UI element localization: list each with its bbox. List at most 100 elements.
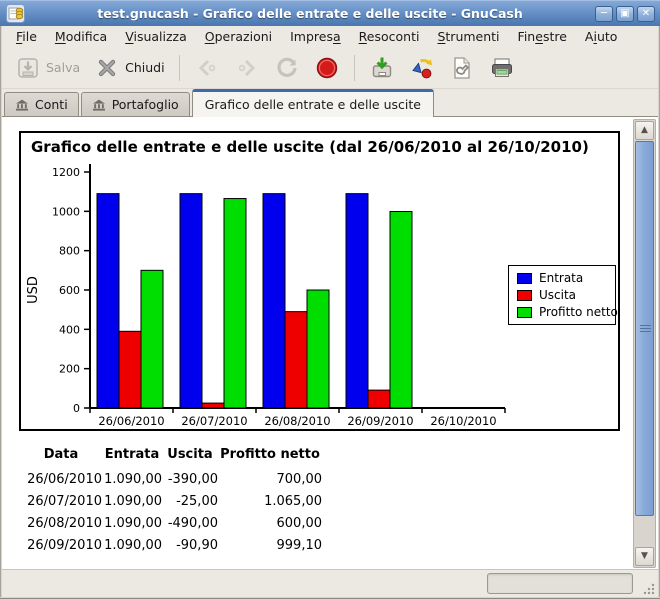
export-button[interactable] — [362, 51, 402, 85]
gnucash-app-icon — [6, 4, 25, 23]
x-tick-label: 26/08/2010 — [264, 414, 330, 428]
menu-modifica[interactable]: Modifica — [54, 29, 108, 44]
menu-finestre[interactable]: Finestre — [517, 29, 567, 44]
scroll-down-button[interactable]: ▼ — [635, 547, 654, 566]
tab-conti[interactable]: Conti — [4, 92, 79, 116]
legend-entry-uscita: Uscita — [517, 288, 615, 302]
table-cell: -490,00 — [167, 515, 218, 531]
table-cell: 700,00 — [276, 471, 323, 487]
tab-bar: Conti Portafoglio Grafico delle entrate e … — [2, 89, 658, 117]
scrollbar-grip — [640, 324, 651, 333]
table-cell: 1.090,00 — [104, 515, 162, 531]
bank-icon — [15, 99, 29, 111]
menu-bar: File Modifica Visualizza Operazioni Impresa R… — [2, 26, 658, 47]
y-tick-label: 1200 — [52, 166, 80, 179]
progress-bar — [487, 573, 633, 594]
window-frame-left — [0, 26, 2, 599]
legend-label: Entrata — [539, 271, 584, 285]
back-button — [187, 51, 227, 85]
bar-profitto-netto-26-09-2010 — [389, 211, 413, 409]
tab-label: Portafoglio — [111, 97, 179, 112]
legend-swatch — [517, 306, 532, 318]
bar-uscita-26-09-2010 — [367, 389, 391, 409]
menu-impresa[interactable]: Impresa — [290, 29, 341, 44]
stop-button[interactable] — [307, 51, 347, 85]
menu-visualizza[interactable]: Visualizza — [125, 29, 187, 44]
options-button[interactable] — [402, 51, 442, 85]
export-icon — [369, 55, 395, 81]
y-axis-label: USD — [26, 276, 41, 304]
table-cell: 600,00 — [276, 515, 323, 531]
titlebar[interactable]: test.gnucash - Grafico delle entrate e d… — [0, 0, 660, 26]
column-header-profitto-netto: Profitto netto — [220, 447, 320, 462]
print-button[interactable] — [482, 51, 522, 85]
column-header-data: Data — [43, 447, 79, 462]
y-tick-label: 200 — [59, 363, 80, 376]
reload-icon — [274, 55, 300, 81]
maximize-button[interactable]: ▣ — [616, 5, 634, 22]
toolbar-separator — [178, 54, 180, 81]
table-cell: -25,00 — [176, 493, 218, 509]
tab-grafico-delle-entrate-e-delle-uscite[interactable]: Grafico delle entrate e delle uscite — [191, 89, 434, 117]
bar-entrata-26-08-2010 — [262, 193, 286, 409]
legend-entry-entrata: Entrata — [517, 271, 615, 285]
table-cell: 999,10 — [276, 537, 323, 553]
back-icon — [194, 55, 220, 81]
column-header-uscita: Uscita — [167, 447, 213, 462]
column-header-entrata: Entrata — [104, 447, 160, 462]
legend-entry-profitto-netto: Profitto netto — [517, 305, 618, 319]
menu-file[interactable]: File — [16, 29, 37, 44]
scroll-up-button[interactable]: ▲ — [635, 121, 654, 140]
table-cell: 26/09/2010 — [27, 537, 102, 553]
table-cell: -390,00 — [167, 471, 218, 487]
report-options-button[interactable] — [442, 51, 482, 85]
forward-button — [227, 51, 267, 85]
close-button[interactable]: ✕ — [637, 5, 655, 22]
toolbar: Salva Chiudi — [2, 47, 658, 89]
menu-operazioni[interactable]: Operazioni — [204, 29, 273, 44]
toolbar-separator — [353, 54, 355, 81]
forward-icon — [234, 55, 260, 81]
scrollbar-thumb[interactable] — [635, 141, 654, 516]
table-cell: 26/07/2010 — [27, 493, 102, 509]
chart-legend: Entrata Uscita Profitto netto — [508, 265, 618, 325]
table-cell: 26/06/2010 — [27, 471, 102, 487]
y-tick-label: 600 — [59, 284, 80, 297]
bar-profitto-netto-26-07-2010 — [223, 198, 247, 409]
close-page-label: Chiudi — [125, 60, 165, 75]
tab-portafoglio[interactable]: Portafoglio — [80, 92, 190, 116]
save-icon — [15, 55, 41, 81]
y-tick-label: 0 — [73, 402, 80, 415]
chart-panel: 0 200 400 600 800 1000 1200 26/06/2010 26/07/201… — [19, 131, 620, 431]
y-tick-label: 1000 — [52, 205, 80, 218]
x-tick-label: 26/07/2010 — [181, 414, 247, 428]
close-icon — [94, 55, 120, 81]
close-page-button[interactable]: Chiudi — [87, 51, 171, 85]
table-row: 26/06/2010 1.090,00 -390,00 700,00 — [20, 468, 322, 490]
menu-resoconti[interactable]: Resoconti — [358, 29, 420, 44]
save-button: Salva — [8, 51, 87, 85]
save-label: Salva — [46, 60, 81, 75]
table-row: 26/09/2010 1.090,00 -90,90 999,10 — [20, 534, 322, 556]
menu-aiuto[interactable]: Aiuto — [584, 29, 618, 44]
reload-button[interactable] — [267, 51, 307, 85]
resize-grip[interactable] — [642, 582, 655, 595]
minimize-button[interactable]: ─ — [595, 5, 613, 22]
menu-strumenti[interactable]: Strumenti — [437, 29, 500, 44]
bar-entrata-26-09-2010 — [345, 193, 369, 409]
vertical-scrollbar[interactable]: ▲ ▼ — [633, 119, 656, 568]
bar-uscita-26-07-2010 — [201, 402, 225, 409]
y-tick-label: 800 — [59, 245, 80, 258]
x-tick-label: 26/06/2010 — [98, 414, 164, 428]
window-title: test.gnucash - Grafico delle entrate e d… — [97, 6, 523, 21]
x-tick-label: 26/09/2010 — [347, 414, 413, 428]
bar-entrata-26-07-2010 — [179, 193, 203, 409]
bar-uscita-26-06-2010 — [118, 330, 142, 409]
print-icon — [489, 55, 515, 81]
chart-title: Grafico delle entrate e delle uscite (da… — [31, 138, 589, 156]
y-tick-label: 400 — [59, 323, 80, 336]
window-controls: ─ ▣ ✕ — [595, 5, 655, 22]
bar-profitto-netto-26-08-2010 — [306, 289, 330, 409]
table-cell: 1.090,00 — [104, 537, 162, 553]
